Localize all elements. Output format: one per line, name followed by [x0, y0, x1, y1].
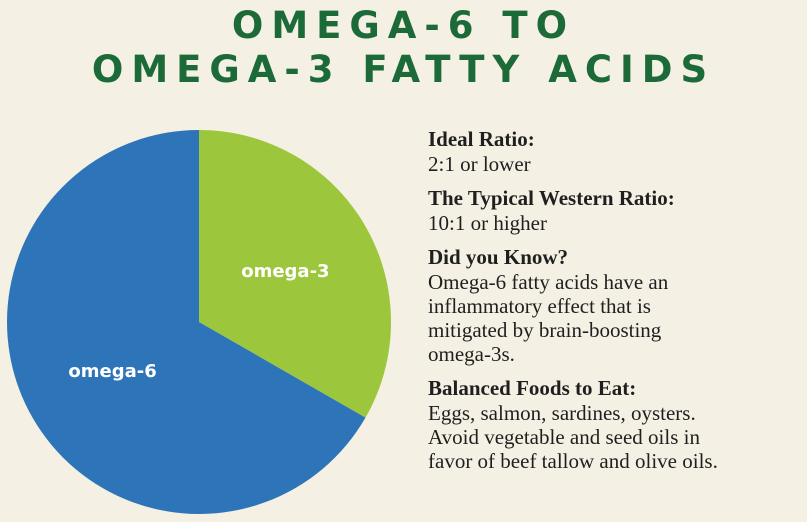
note-text: Eggs, salmon, sardines, oysters.	[428, 401, 696, 425]
note-section: Ideal Ratio: 2:1 or lower	[428, 126, 807, 176]
slice-label: omega-6	[68, 361, 156, 382]
note-heading: Ideal Ratio:	[428, 127, 535, 151]
pie-chart: omega-3 omega-6	[7, 130, 391, 515]
note-heading: Did you Know?	[428, 245, 569, 269]
note-text: 2:1 or lower	[428, 152, 531, 176]
note-text: omega-3s.	[428, 342, 515, 366]
pie-slice	[199, 130, 391, 418]
note-heading: Balanced Foods to Eat:	[428, 376, 637, 400]
note-heading: The Typical Western Ratio:	[428, 186, 675, 210]
pie-slice	[7, 130, 366, 515]
note-section: Did you Know? Omega-6 fatty acids have an…	[428, 244, 807, 366]
note-text: inflammatory effect that is	[428, 294, 651, 318]
slice-label: omega-3	[241, 261, 329, 282]
note-text: favor of beef tallow and olive oils.	[428, 449, 718, 473]
note-text: mitigated by brain-boosting	[428, 318, 662, 342]
title-line: OMEGA-6 TO	[231, 4, 576, 47]
title-line: OMEGA-3 FATTY ACIDS	[91, 48, 716, 91]
note-text: Avoid vegetable and seed oils in	[428, 425, 700, 449]
notes: Ideal Ratio: 2:1 or lower The Typical West…	[428, 126, 807, 482]
note-text: 10:1 or higher	[428, 211, 547, 235]
chart-title: OMEGA-6 TO OMEGA-3 FATTY ACIDS	[0, 4, 807, 92]
note-text: Omega-6 fatty acids have an	[428, 270, 669, 294]
note-section: Balanced Foods to Eat: Eggs, salmon, sard…	[428, 375, 807, 473]
note-section: The Typical Western Ratio: 10:1 or higher	[428, 185, 807, 235]
